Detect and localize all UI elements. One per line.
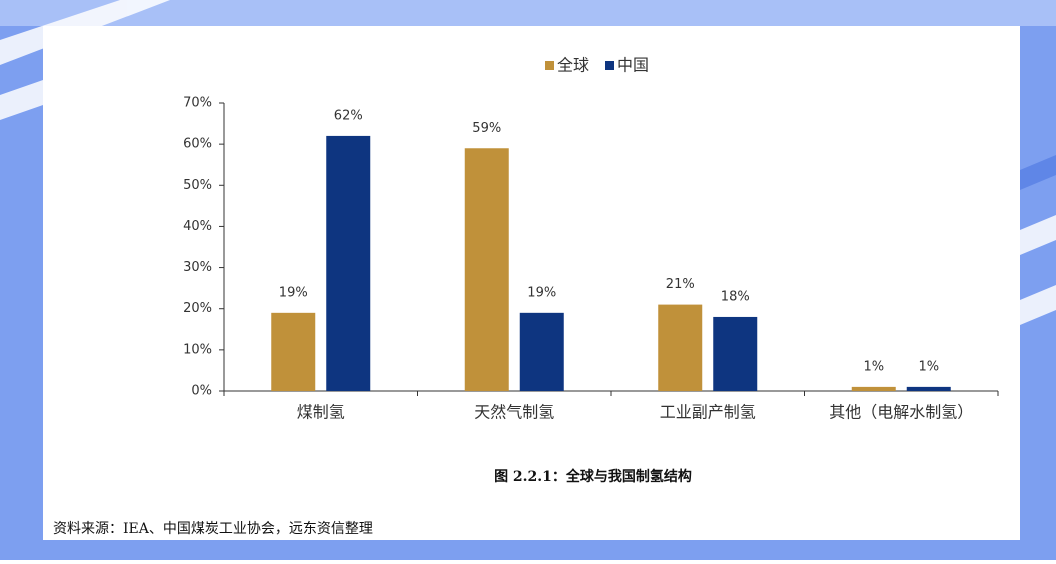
stripe [1020, 285, 1056, 325]
value-label: 18% [721, 289, 750, 304]
y-tick-label: 40% [183, 219, 212, 234]
legend-label: 中国 [617, 56, 649, 75]
stripe [1020, 215, 1056, 255]
bar [271, 312, 316, 391]
y-tick-label: 50% [183, 178, 212, 193]
value-label: 62% [334, 108, 363, 123]
bar [658, 304, 703, 391]
legend-swatch [545, 61, 554, 70]
x-tick-label: 其他（电解水制氢） [829, 403, 973, 422]
stripe [1020, 155, 1056, 190]
bar [519, 312, 564, 391]
caption: 图 2.2.1：全球与我国制氢结构 [494, 468, 692, 485]
bar [464, 148, 509, 391]
value-label: 19% [279, 285, 308, 300]
legend-swatch [605, 61, 614, 70]
value-label: 1% [918, 359, 939, 374]
x-tick-label: 工业副产制氢 [660, 403, 756, 422]
y-tick-label: 0% [191, 384, 212, 399]
value-label: 59% [472, 121, 501, 136]
bar [326, 135, 371, 391]
y-tick-label: 30% [183, 260, 212, 275]
y-tick-label: 10% [183, 342, 212, 357]
value-label: 19% [527, 285, 556, 300]
source: 资料来源：IEA、中国煤炭工业协会，远东资信整理 [53, 521, 373, 537]
panel [43, 26, 1020, 540]
stripe [0, 80, 43, 120]
y-tick-label: 60% [183, 137, 212, 152]
value-label: 1% [863, 359, 884, 374]
y-tick-label: 20% [183, 301, 212, 316]
y-tick-label: 70% [183, 96, 212, 111]
bar [713, 316, 758, 391]
value-label: 21% [666, 277, 695, 292]
bar [906, 386, 951, 391]
x-tick-label: 煤制氢 [297, 403, 345, 422]
background-band [0, 0, 1056, 26]
bar [851, 386, 896, 391]
legend-label: 全球 [557, 56, 589, 75]
x-tick-label: 天然气制氢 [474, 403, 554, 422]
